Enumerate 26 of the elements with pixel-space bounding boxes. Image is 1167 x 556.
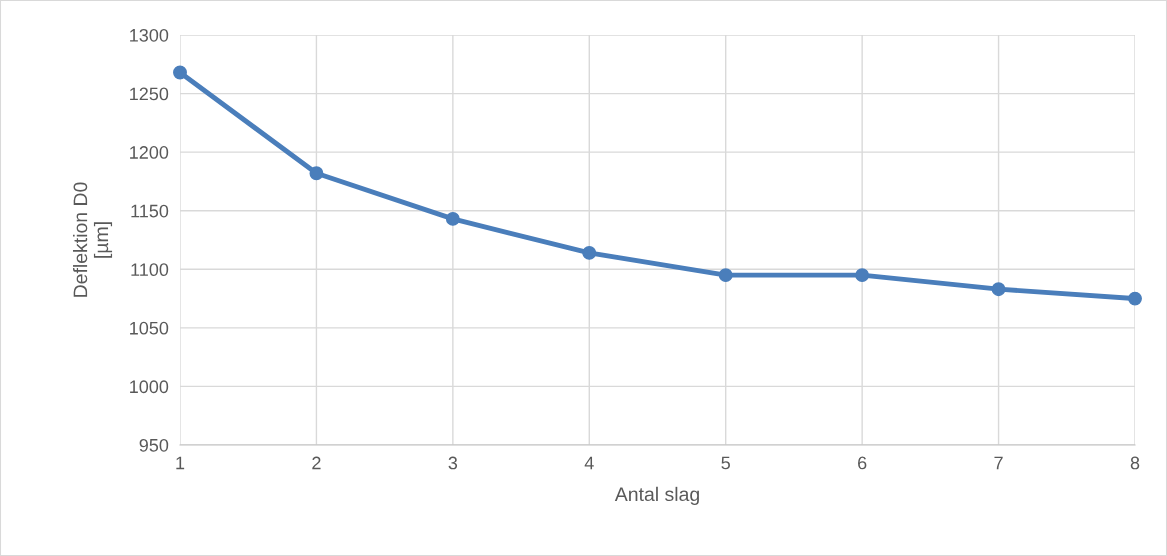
y-tick-label: 950 bbox=[139, 438, 169, 452]
y-tick-label: 1250 bbox=[130, 87, 169, 101]
y-tick-label: 1100 bbox=[131, 263, 169, 277]
y-tick-label: 1300 bbox=[130, 28, 169, 42]
x-tick-label: 3 bbox=[448, 456, 458, 470]
point bbox=[718, 268, 733, 283]
x-tick-label: 4 bbox=[584, 456, 594, 470]
x-tick-label: 8 bbox=[1130, 456, 1140, 470]
point bbox=[855, 268, 870, 283]
point bbox=[991, 282, 1006, 297]
x-tick-label: 6 bbox=[858, 456, 867, 470]
point bbox=[1128, 291, 1142, 306]
y-tick-label: 1200 bbox=[130, 146, 169, 159]
x-tick-label: 1 bbox=[176, 456, 185, 470]
point bbox=[445, 211, 460, 226]
y-tick-label: 1000 bbox=[130, 380, 169, 394]
x-tick-label: 2 bbox=[312, 456, 321, 470]
point bbox=[309, 166, 324, 181]
x-tick-label: 5 bbox=[721, 456, 730, 470]
x-axis-title: Antal slag bbox=[614, 486, 699, 505]
y-tick-label: 1050 bbox=[130, 321, 169, 335]
y-axis-title: Deflektion D0 [µm] bbox=[72, 182, 113, 297]
y-tick-label: 1150 bbox=[131, 204, 169, 218]
point bbox=[173, 65, 187, 80]
x-tick-label: 7 bbox=[994, 456, 1003, 470]
point bbox=[582, 245, 597, 260]
